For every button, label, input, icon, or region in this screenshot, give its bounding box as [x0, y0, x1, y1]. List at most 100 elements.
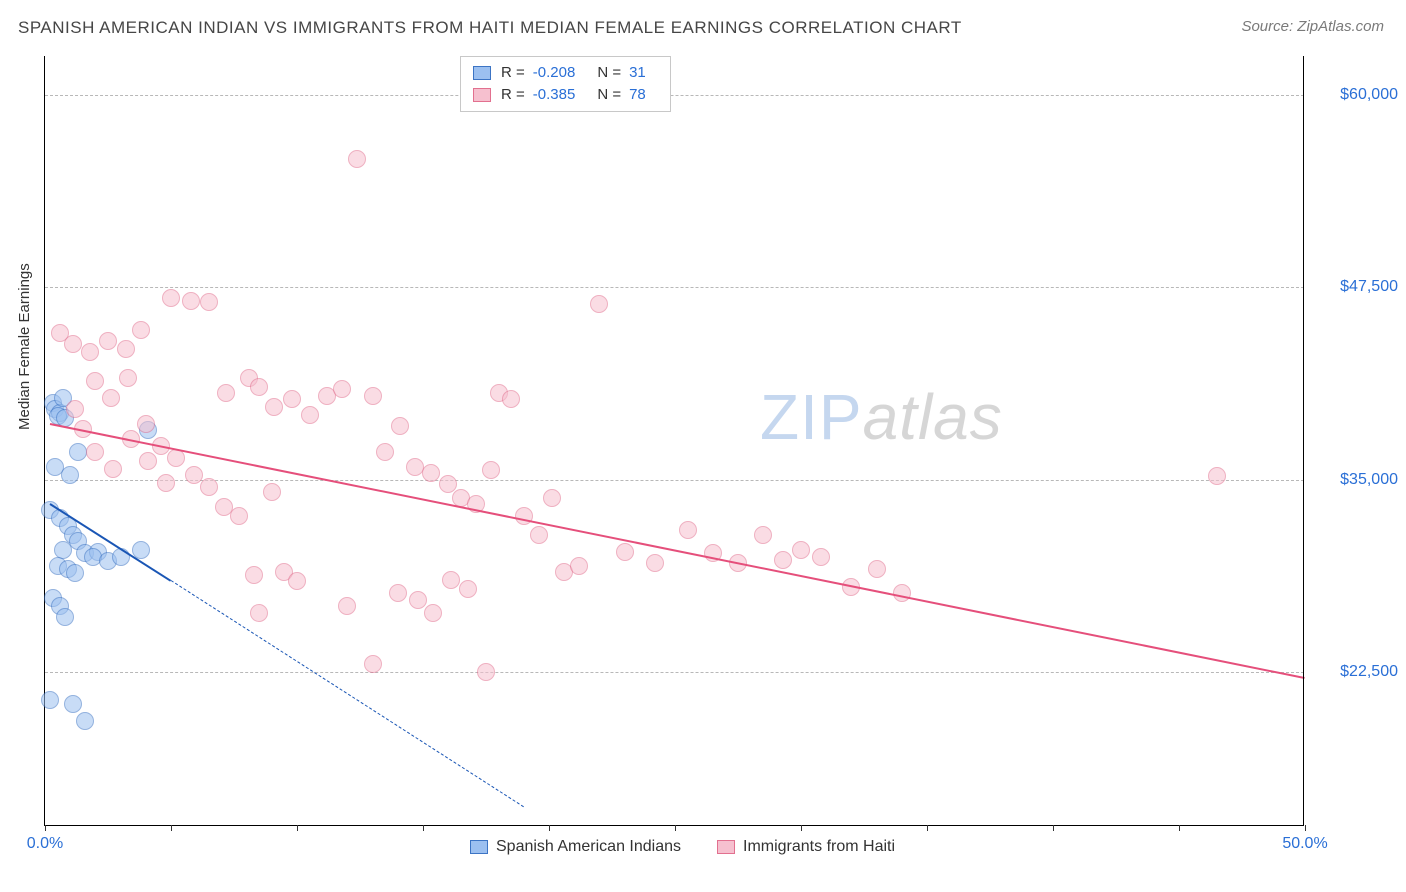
stat-label: N =	[597, 84, 621, 106]
x-tick	[1053, 825, 1054, 831]
data-point	[338, 597, 356, 615]
data-point	[56, 608, 74, 626]
trend-line	[50, 423, 1305, 679]
data-point	[263, 483, 281, 501]
plot-right-border	[1303, 56, 1304, 826]
data-point	[66, 564, 84, 582]
chart-title: SPANISH AMERICAN INDIAN VS IMMIGRANTS FR…	[18, 18, 962, 38]
data-point	[265, 398, 283, 416]
data-point	[182, 292, 200, 310]
x-tick	[1179, 825, 1180, 831]
gridline	[45, 480, 1304, 481]
stats-legend-row: R =-0.385N =78	[473, 84, 658, 106]
legend-item: Spanish American Indians	[470, 838, 681, 856]
data-point	[812, 548, 830, 566]
legend-swatch	[473, 88, 491, 102]
data-point	[679, 521, 697, 539]
data-point	[64, 335, 82, 353]
data-point	[137, 415, 155, 433]
y-tick-label: $47,500	[1340, 278, 1398, 296]
series-legend: Spanish American Indians Immigrants from …	[470, 838, 895, 856]
data-point	[515, 507, 533, 525]
data-point	[868, 560, 886, 578]
x-tick	[801, 825, 802, 831]
legend-item: Immigrants from Haiti	[717, 838, 895, 856]
data-point	[391, 417, 409, 435]
data-point	[442, 571, 460, 589]
data-point	[333, 380, 351, 398]
x-tick	[45, 825, 46, 831]
data-point	[250, 604, 268, 622]
data-point	[502, 390, 520, 408]
x-tick	[423, 825, 424, 831]
data-point	[230, 507, 248, 525]
x-tick-label: 50.0%	[1282, 835, 1327, 853]
x-tick	[171, 825, 172, 831]
legend-label: Immigrants from Haiti	[743, 838, 895, 856]
data-point	[104, 460, 122, 478]
data-point	[590, 295, 608, 313]
data-point	[364, 655, 382, 673]
data-point	[102, 389, 120, 407]
data-point	[86, 372, 104, 390]
data-point	[86, 443, 104, 461]
data-point	[283, 390, 301, 408]
data-point	[217, 384, 235, 402]
x-tick	[675, 825, 676, 831]
data-point	[69, 443, 87, 461]
data-point	[117, 340, 135, 358]
data-point	[245, 566, 263, 584]
y-tick-label: $35,000	[1340, 471, 1398, 489]
legend-label: Spanish American Indians	[496, 838, 681, 856]
data-point	[1208, 467, 1226, 485]
x-tick	[297, 825, 298, 831]
source-label: Source: ZipAtlas.com	[1241, 18, 1384, 35]
y-tick-label: $60,000	[1340, 86, 1398, 104]
legend-swatch	[470, 840, 488, 854]
data-point	[81, 343, 99, 361]
data-point	[132, 321, 150, 339]
data-point	[459, 580, 477, 598]
data-point	[76, 712, 94, 730]
data-point	[99, 332, 117, 350]
data-point	[157, 474, 175, 492]
gridline	[45, 287, 1304, 288]
x-tick	[1305, 825, 1306, 831]
data-point	[185, 466, 203, 484]
data-point	[424, 604, 442, 622]
stat-r-value: -0.208	[533, 62, 576, 84]
gridline	[45, 672, 1304, 673]
x-tick	[927, 825, 928, 831]
data-point	[119, 369, 137, 387]
stat-label: R =	[501, 62, 525, 84]
legend-swatch	[473, 66, 491, 80]
data-point	[616, 543, 634, 561]
legend-swatch	[717, 840, 735, 854]
data-point	[774, 551, 792, 569]
y-axis-label: Median Female Earnings	[16, 263, 33, 430]
data-point	[543, 489, 561, 507]
stats-legend: R =-0.208N =31R =-0.385N =78	[460, 56, 671, 112]
data-point	[250, 378, 268, 396]
plot-area: $22,500$35,000$47,500$60,0000.0%50.0%	[44, 56, 1304, 826]
data-point	[364, 387, 382, 405]
data-point	[409, 591, 427, 609]
stats-legend-row: R =-0.208N =31	[473, 62, 658, 84]
x-tick-label: 0.0%	[27, 835, 63, 853]
data-point	[301, 406, 319, 424]
data-point	[66, 400, 84, 418]
data-point	[422, 464, 440, 482]
data-point	[477, 663, 495, 681]
data-point	[348, 150, 366, 168]
data-point	[570, 557, 588, 575]
stat-label: N =	[597, 62, 621, 84]
stat-n-value: 78	[629, 84, 646, 106]
data-point	[754, 526, 772, 544]
data-point	[41, 691, 59, 709]
x-tick	[549, 825, 550, 831]
y-tick-label: $22,500	[1340, 663, 1398, 681]
data-point	[792, 541, 810, 559]
data-point	[389, 584, 407, 602]
data-point	[646, 554, 664, 572]
data-point	[64, 695, 82, 713]
